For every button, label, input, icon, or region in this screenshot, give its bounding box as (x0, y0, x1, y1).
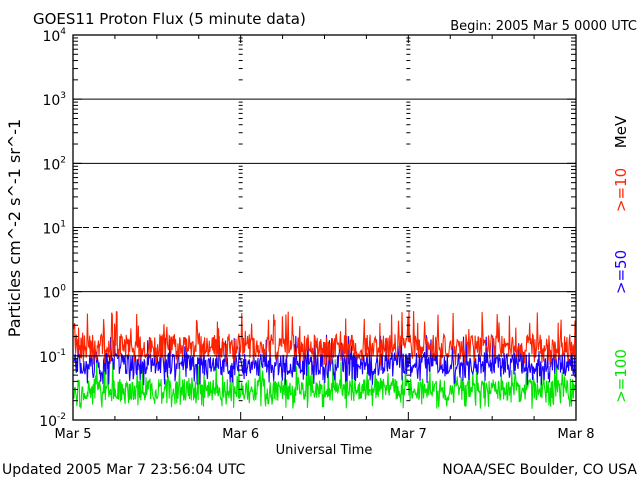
legend-label: >=100 (612, 349, 630, 403)
x-tick-label: Mar 6 (222, 427, 259, 442)
x-tick-label: Mar 8 (558, 427, 595, 442)
y-tick-label: 10-1 (39, 348, 66, 366)
legend-label: MeV (612, 115, 630, 148)
reference-lines (73, 98, 576, 357)
y-tick-label: 10-2 (39, 412, 66, 430)
axis-ticks (72, 35, 577, 421)
x-tick-label: Mar 7 (390, 427, 427, 442)
y-axis-label: Particles cm^-2 s^-1 sr^-1 (5, 119, 24, 337)
updated-timestamp: Updated 2005 Mar 7 23:56:04 UTC (2, 462, 246, 478)
series-layer (73, 310, 576, 409)
credit-text: NOAA/SEC Boulder, CO USA (442, 462, 637, 478)
y-tick-label: 101 (42, 220, 66, 238)
x-tick-label: Mar 5 (55, 427, 92, 442)
series-line->=50 (73, 334, 576, 386)
chart-title: GOES11 Proton Flux (5 minute data) (33, 10, 306, 28)
begin-time: Begin: 2005 Mar 5 0000 UTC (450, 19, 637, 34)
y-tick-label: 103 (42, 91, 66, 109)
x-axis-label: Universal Time (276, 443, 373, 458)
series-line->=10 (73, 310, 576, 366)
y-tick-label: 100 (42, 284, 66, 302)
series-line->=100 (73, 358, 576, 409)
y-tick-label: 104 (42, 27, 66, 45)
plot-frame (72, 34, 577, 421)
y-tick-label: 102 (42, 155, 66, 173)
legend-label: >=50 (612, 250, 630, 294)
energy-legend: MeV >=10 >=50 >=100 (612, 115, 630, 403)
x-tick-labels: Mar 5 Mar 6 Mar 7 Mar 8 (55, 427, 595, 442)
legend-label: >=10 (612, 168, 630, 212)
y-tick-labels: 10-2 10-1 100 101 102 103 104 (39, 27, 66, 430)
